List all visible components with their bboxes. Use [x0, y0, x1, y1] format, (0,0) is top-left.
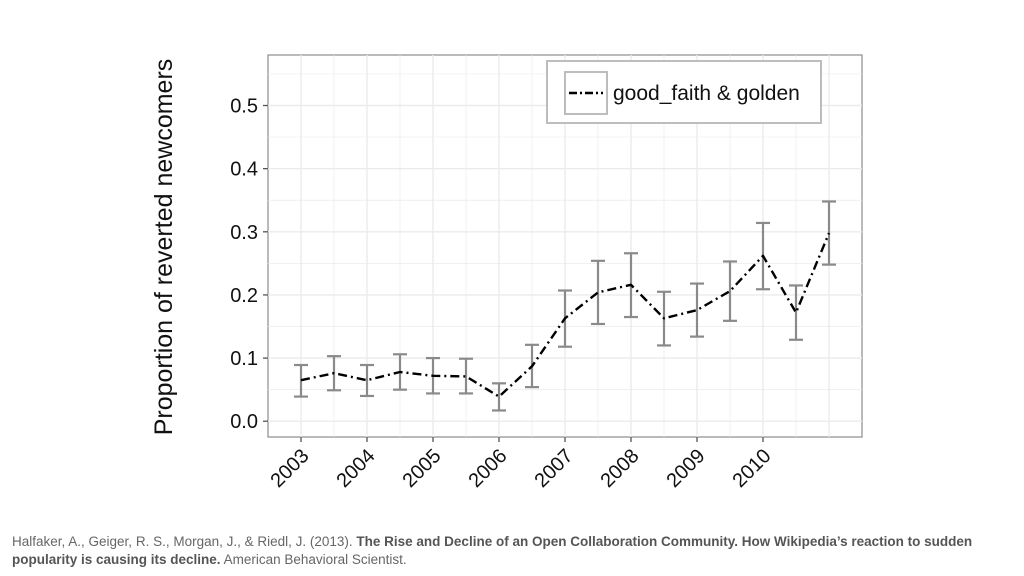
- citation-authors: Halfaker, A., Geiger, R. S., Morgan, J.,…: [12, 534, 357, 549]
- legend: good_faith & golden: [546, 60, 822, 124]
- citation-journal: American Behavioral Scientist.: [220, 552, 407, 567]
- error-bar: [591, 259, 605, 326]
- x-tick-label: 2010: [729, 445, 776, 492]
- y-tick-label: 0.5: [230, 96, 258, 118]
- x-tick-label: 2008: [597, 445, 644, 492]
- x-tick-label: 2009: [663, 445, 710, 492]
- error-bar: [360, 363, 374, 398]
- error-bars: [294, 200, 836, 412]
- error-bar: [690, 282, 704, 338]
- y-tick-labels: 0.0 0.1 0.2 0.3 0.4 0.5: [230, 96, 258, 434]
- x-tick-label: 2003: [267, 445, 314, 492]
- x-tick-label: 2006: [465, 445, 512, 492]
- error-bar: [294, 363, 308, 398]
- x-tick-label: 2007: [531, 445, 578, 492]
- error-bar: [459, 357, 473, 395]
- y-tick-label: 0.3: [230, 222, 258, 244]
- error-bar: [789, 284, 803, 341]
- x-tick-label: 2004: [333, 445, 380, 492]
- axis-ticks: [263, 104, 764, 442]
- series-line-group: [300, 232, 831, 398]
- y-tick-label: 0.1: [230, 348, 258, 370]
- y-tick-label: 0.2: [230, 285, 258, 307]
- x-tick-label: 2005: [399, 445, 446, 492]
- y-tick-label: 0.4: [230, 159, 258, 181]
- x-tick-labels: 2003 2004 2005 2006 2007 2008 2009 2010: [267, 445, 776, 492]
- citation: Halfaker, A., Geiger, R. S., Morgan, J.,…: [12, 533, 1012, 569]
- series-line: [300, 232, 831, 398]
- y-axis-title: Proportion of reverted newcomers: [150, 59, 178, 436]
- error-bar: [723, 260, 737, 322]
- legend-label: good_faith & golden: [613, 82, 800, 105]
- citation-title: The Rise and Decline of an Open Collabor…: [12, 534, 973, 567]
- line-chart: 0.00.10.20.30.40.5 2003 2004 2005 2006 2007 2…: [150, 54, 863, 492]
- error-bar: [822, 200, 836, 266]
- y-tick-label: 0.0: [230, 411, 258, 433]
- error-bar: [492, 382, 506, 412]
